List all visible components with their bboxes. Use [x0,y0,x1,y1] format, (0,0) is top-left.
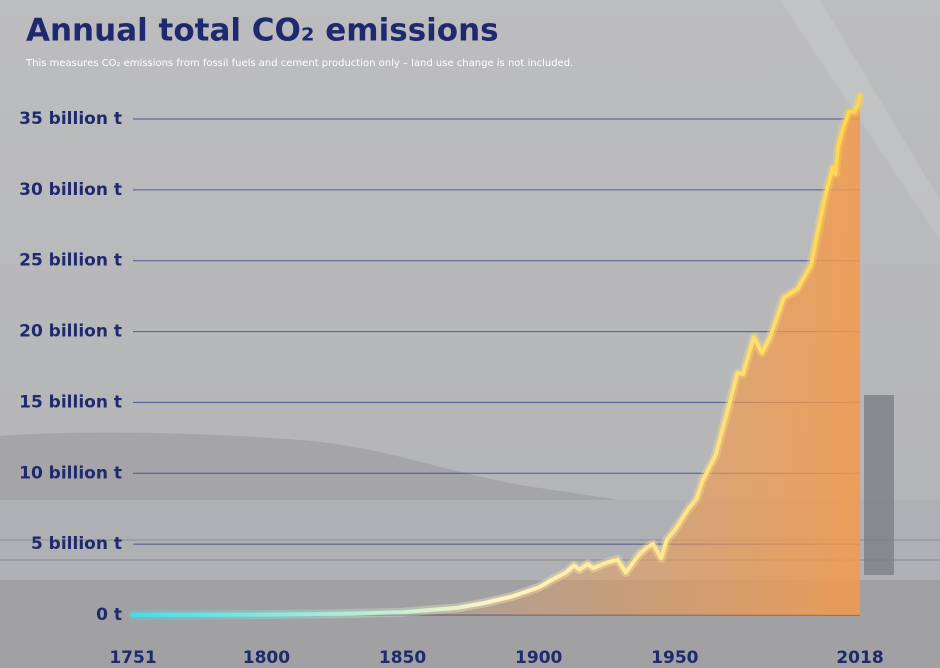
chart-subtitle: This measures CO₂ emissions from fossil … [25,58,573,69]
y-tick-label: 5 billion t [31,534,122,554]
x-tick-label: 1900 [515,648,562,668]
y-tick-label: 0 t [96,605,122,625]
x-tick-label: 1850 [379,648,426,668]
x-tick-label: 1800 [243,648,290,668]
x-tick-label: 1950 [651,648,698,668]
page: {"chart_data": {"type": "line", "title":… [0,0,940,668]
y-tick-label: 10 billion t [19,463,122,483]
y-tick-label: 25 billion t [19,251,122,271]
x-tick-label: 1751 [109,648,156,668]
y-tick-label: 30 billion t [19,180,122,200]
y-tick-label: 20 billion t [19,322,122,342]
y-tick-label: 15 billion t [19,392,122,412]
y-tick-label: 35 billion t [19,109,122,129]
chart: Annual total CO₂ emissions This measures… [0,0,940,668]
chart-title: Annual total CO₂ emissions [26,13,499,49]
x-tick-label: 2018 [836,648,883,668]
